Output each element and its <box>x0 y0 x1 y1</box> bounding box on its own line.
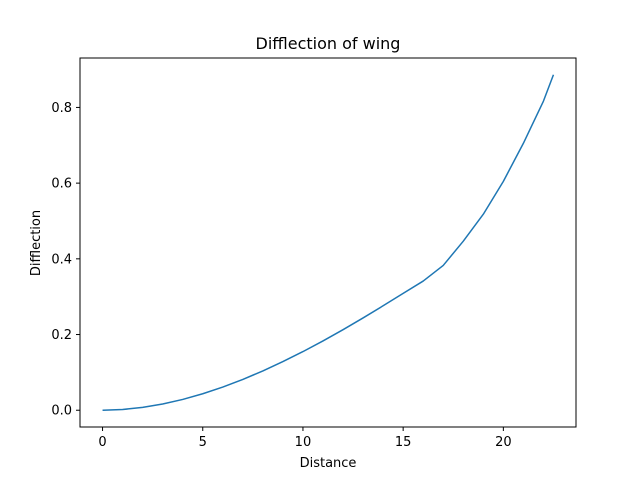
y-tick-label: 0.4 <box>51 252 72 267</box>
x-tick-label: 0 <box>98 435 106 450</box>
chart-title: Difflection of wing <box>256 34 401 53</box>
axes-frame <box>79 57 577 428</box>
x-tick-label: 20 <box>495 435 512 450</box>
y-axis: 0.0 0.2 0.4 0.6 0.8 <box>51 101 80 419</box>
series-line-0 <box>102 74 555 411</box>
y-tick-label: 0.0 <box>51 404 72 419</box>
y-tick-label: 0.2 <box>51 328 72 343</box>
y-tick-label: 0.6 <box>51 177 72 192</box>
x-axis-label: Distance <box>300 456 357 471</box>
x-tick-label: 10 <box>295 435 312 450</box>
x-tick-label: 5 <box>199 435 207 450</box>
x-tick-label: 15 <box>395 435 412 450</box>
y-tick-label: 0.8 <box>51 101 72 116</box>
y-axis-label: Difflection <box>29 210 44 276</box>
x-axis: 0 5 10 15 20 <box>98 427 512 450</box>
plot-area <box>102 74 555 411</box>
